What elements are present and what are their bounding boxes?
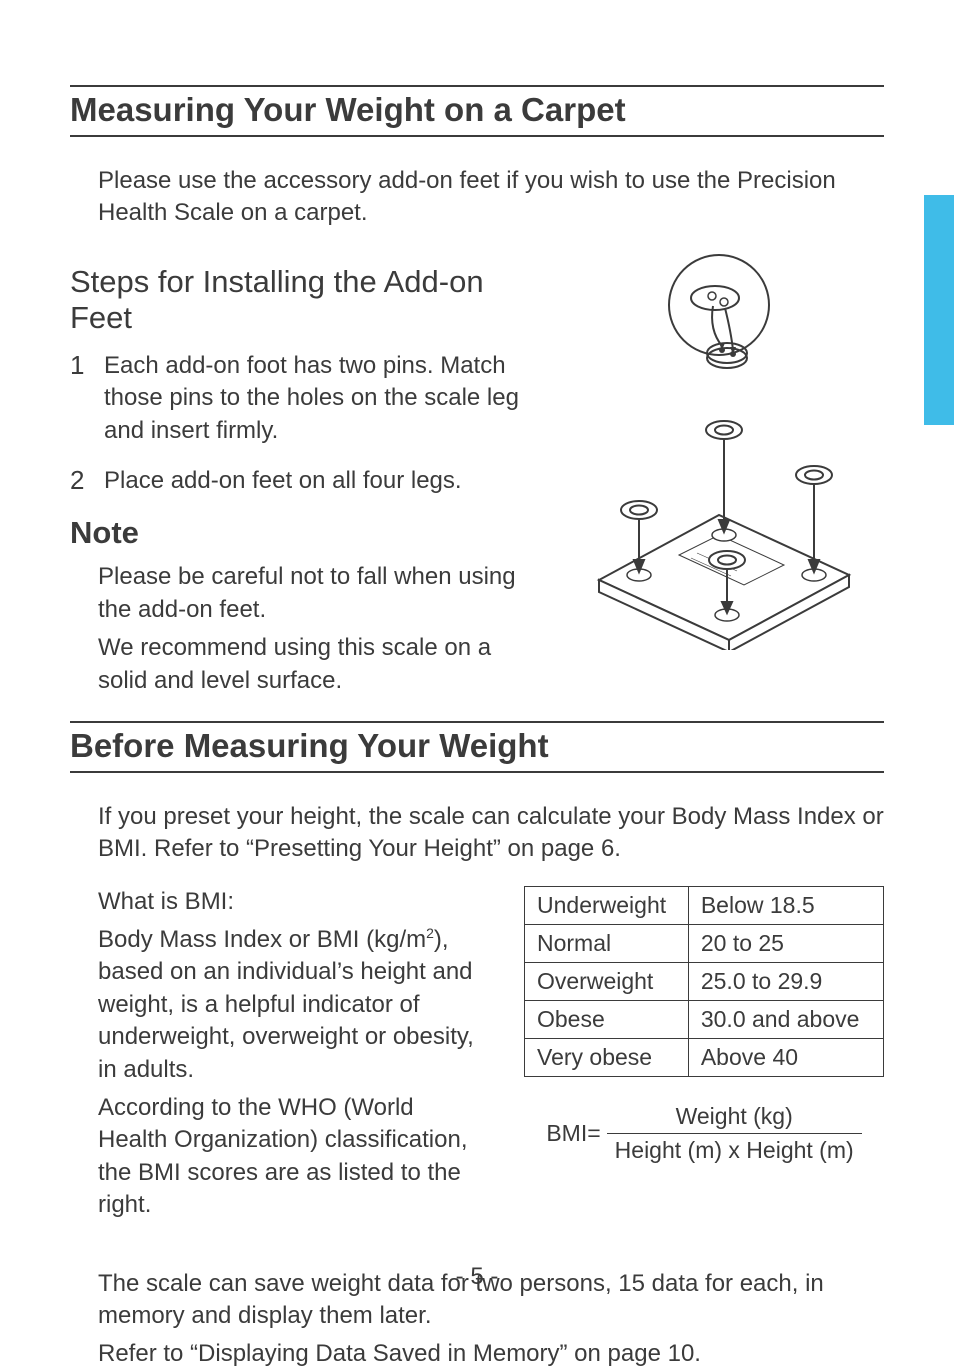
- table-row: Obese30.0 and above: [525, 1000, 884, 1038]
- cell: Very obese: [525, 1038, 689, 1076]
- steps-list: 1 Each add-on foot has two pins. Match t…: [70, 350, 526, 498]
- step-text: Each add-on foot has two pins. Match tho…: [104, 350, 526, 447]
- section-heading-before: Before Measuring Your Weight: [70, 721, 884, 773]
- table-row: Very obeseAbove 40: [525, 1038, 884, 1076]
- carpet-intro: Please use the accessory add-on feet if …: [98, 165, 884, 230]
- bmi-desc: Body Mass Index or BMI (kg/m2), based on…: [98, 924, 474, 1086]
- step-text: Place add-on feet on all four legs.: [104, 465, 526, 497]
- section-heading-carpet: Measuring Your Weight on a Carpet: [70, 85, 884, 137]
- note-heading: Note: [70, 515, 526, 551]
- cell: 25.0 to 29.9: [688, 962, 883, 1000]
- note-body-2: We recommend using this scale on a solid…: [98, 632, 526, 697]
- cell: Normal: [525, 924, 689, 962]
- bmi-desc-pre: Body Mass Index or BMI (kg/m: [98, 926, 426, 953]
- figure-scale-bottom: [554, 400, 884, 650]
- cell: Above 40: [688, 1038, 883, 1076]
- bmi-label: What is BMI:: [98, 886, 474, 918]
- table-row: Overweight25.0 to 29.9: [525, 962, 884, 1000]
- formula-lhs: BMI=: [546, 1120, 600, 1147]
- bmi-desc-sup: 2: [426, 925, 434, 941]
- scale-bottom-icon: [559, 400, 879, 650]
- bmi-table: UnderweightBelow 18.5 Normal20 to 25 Ove…: [524, 886, 884, 1077]
- figure-addon-foot: [554, 250, 884, 400]
- cell: Overweight: [525, 962, 689, 1000]
- bmi-formula: BMI= Weight (kg) Height (m) x Height (m): [524, 1103, 884, 1164]
- cell: 30.0 and above: [688, 1000, 883, 1038]
- cell: Underweight: [525, 886, 689, 924]
- cell: Obese: [525, 1000, 689, 1038]
- page-number: - 5 -: [0, 1263, 954, 1291]
- steps-heading: Steps for Installing the Add-on Feet: [70, 264, 526, 336]
- bmi-who: According to the WHO (World Health Organ…: [98, 1092, 474, 1222]
- step-number: 2: [70, 465, 90, 497]
- manual-page: Measuring Your Weight on a Carpet Please…: [0, 0, 954, 1351]
- before-intro: If you preset your height, the scale can…: [98, 801, 884, 866]
- table-row: Normal20 to 25: [525, 924, 884, 962]
- addon-foot-icon: [629, 250, 809, 400]
- formula-denominator: Height (m) x Height (m): [607, 1133, 862, 1164]
- step-1: 1 Each add-on foot has two pins. Match t…: [70, 350, 526, 447]
- formula-numerator: Weight (kg): [607, 1103, 862, 1133]
- step-number: 1: [70, 350, 90, 447]
- side-tab: [924, 195, 954, 425]
- memory-text-2: Refer to “Displaying Data Saved in Memor…: [98, 1338, 884, 1370]
- cell: Below 18.5: [688, 886, 883, 924]
- note-body-1: Please be careful not to fall when using…: [98, 561, 526, 626]
- table-row: UnderweightBelow 18.5: [525, 886, 884, 924]
- step-2: 2 Place add-on feet on all four legs.: [70, 465, 526, 497]
- cell: 20 to 25: [688, 924, 883, 962]
